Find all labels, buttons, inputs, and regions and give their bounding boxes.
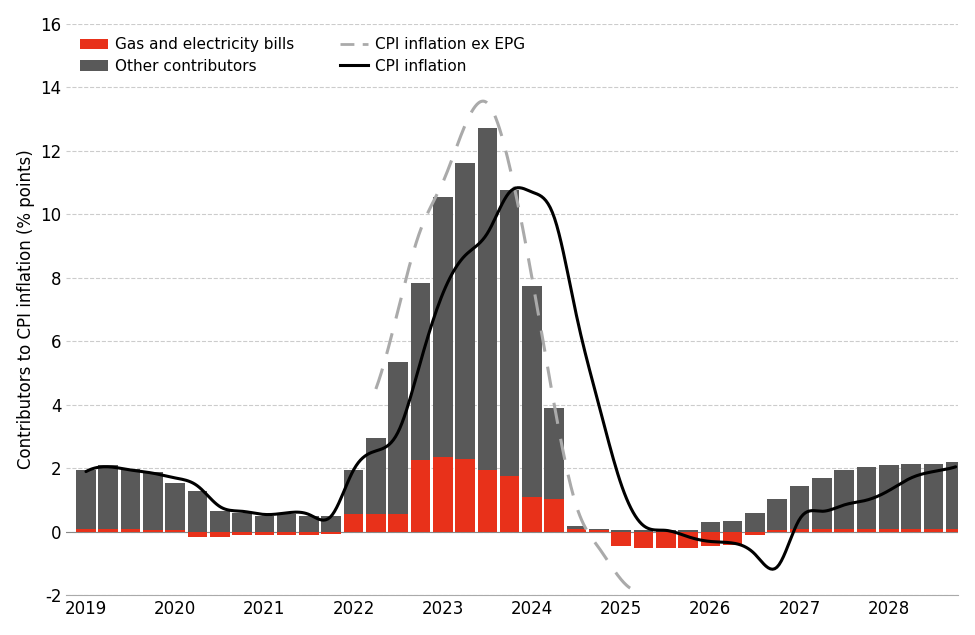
Bar — [812, 478, 832, 529]
Bar — [566, 529, 586, 532]
Bar — [901, 529, 920, 532]
Bar — [790, 486, 809, 529]
Bar — [254, 532, 274, 535]
Bar — [589, 530, 608, 532]
Bar — [76, 470, 96, 529]
Bar — [589, 529, 608, 530]
Bar — [410, 283, 430, 460]
Bar — [701, 523, 721, 532]
Bar — [121, 469, 140, 530]
Bar — [722, 521, 743, 532]
Legend: Gas and electricity bills, Other contributors, CPI inflation ex EPG, CPI inflati: Gas and electricity bills, Other contrib… — [74, 31, 531, 79]
Bar — [98, 465, 118, 529]
Bar — [388, 514, 408, 532]
Bar — [679, 530, 698, 532]
Bar — [634, 532, 653, 548]
Y-axis label: Contributors to CPI inflation (% points): Contributors to CPI inflation (% points) — [17, 150, 35, 469]
Bar — [923, 464, 943, 529]
Bar — [857, 529, 877, 532]
Bar — [277, 514, 296, 532]
Bar — [455, 163, 475, 459]
Bar — [611, 532, 631, 546]
Bar — [187, 491, 208, 532]
Bar — [878, 529, 899, 532]
Bar — [277, 532, 296, 535]
Bar — [143, 530, 163, 532]
Bar — [366, 438, 386, 514]
Bar — [254, 516, 274, 532]
Bar — [299, 532, 319, 535]
Bar — [901, 464, 920, 529]
Bar — [656, 532, 676, 548]
Bar — [544, 498, 565, 532]
Bar — [500, 190, 520, 476]
Bar — [544, 408, 565, 498]
Bar — [835, 470, 854, 529]
Bar — [790, 529, 809, 532]
Bar — [478, 470, 497, 532]
Bar — [322, 532, 341, 533]
Bar — [745, 532, 764, 535]
Bar — [478, 128, 497, 470]
Bar — [98, 529, 118, 532]
Bar — [433, 197, 452, 457]
Bar — [656, 530, 676, 532]
Bar — [701, 532, 721, 546]
Bar — [232, 532, 252, 535]
Bar — [523, 497, 542, 532]
Bar — [523, 286, 542, 497]
Bar — [344, 470, 364, 514]
Bar — [210, 511, 229, 532]
Bar — [344, 514, 364, 532]
Bar — [299, 516, 319, 532]
Bar — [210, 532, 229, 537]
Bar — [812, 529, 832, 532]
Bar — [722, 532, 743, 545]
Bar — [121, 530, 140, 532]
Bar — [366, 514, 386, 532]
Bar — [187, 532, 208, 537]
Bar — [455, 459, 475, 532]
Bar — [946, 529, 965, 532]
Bar — [611, 530, 631, 532]
Bar — [745, 513, 764, 532]
Bar — [433, 457, 452, 532]
Bar — [767, 530, 787, 532]
Bar — [767, 498, 787, 530]
Bar — [857, 467, 877, 529]
Bar — [923, 529, 943, 532]
Bar — [500, 476, 520, 532]
Bar — [166, 530, 185, 532]
Bar — [634, 530, 653, 532]
Bar — [76, 529, 96, 532]
Bar — [166, 483, 185, 530]
Bar — [878, 465, 899, 529]
Bar — [322, 516, 341, 532]
Bar — [946, 462, 965, 529]
Bar — [679, 532, 698, 548]
Bar — [388, 362, 408, 514]
Bar — [835, 529, 854, 532]
Bar — [566, 526, 586, 529]
Bar — [410, 460, 430, 532]
Bar — [143, 472, 163, 530]
Bar — [232, 513, 252, 532]
